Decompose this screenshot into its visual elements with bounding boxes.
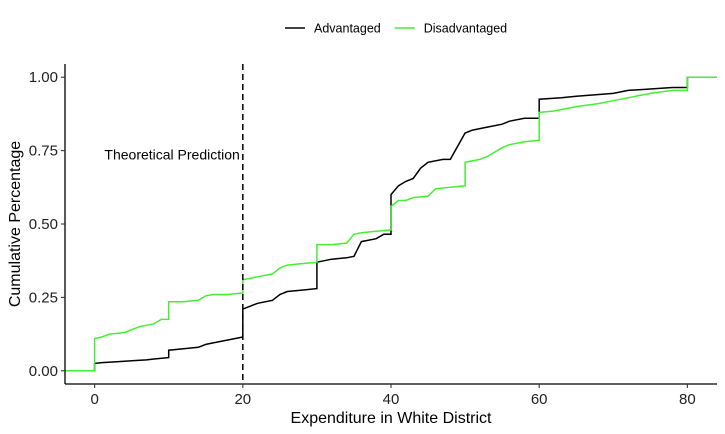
y-axis-title: Cumulative Percentage: [7, 141, 24, 307]
plot-area: [65, 64, 717, 384]
x-tick-label: 60: [531, 391, 548, 408]
x-tick-label: 0: [90, 391, 98, 408]
y-tick-label: 0.25: [29, 289, 58, 306]
legend-label-advantaged: Advantaged: [314, 22, 381, 36]
x-tick-label: 40: [383, 391, 400, 408]
y-tick-label: 0.50: [29, 216, 58, 233]
x-tick-label: 20: [234, 391, 251, 408]
reference-line-label: Theoretical Prediction: [104, 146, 239, 162]
y-tick-label: 1.00: [29, 69, 58, 86]
axes: 0 20 40 60 80 0.00 0.25 0.50 0.75 1.00: [29, 64, 717, 408]
legend: Advantaged Disadvantaged: [285, 22, 507, 36]
x-axis-title: Expenditure in White District: [291, 410, 493, 427]
series-line-disadvantaged: [65, 76, 717, 372]
legend-label-disadvantaged: Disadvantaged: [424, 22, 507, 36]
y-tick-label: 0.75: [29, 143, 58, 160]
series-line-advantaged: [65, 76, 717, 372]
x-tick-label: 80: [679, 391, 696, 408]
y-tick-label: 0.00: [29, 363, 58, 380]
